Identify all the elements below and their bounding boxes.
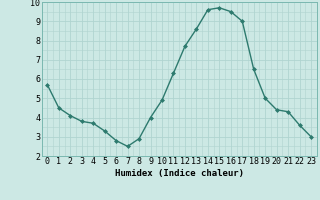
X-axis label: Humidex (Indice chaleur): Humidex (Indice chaleur) — [115, 169, 244, 178]
